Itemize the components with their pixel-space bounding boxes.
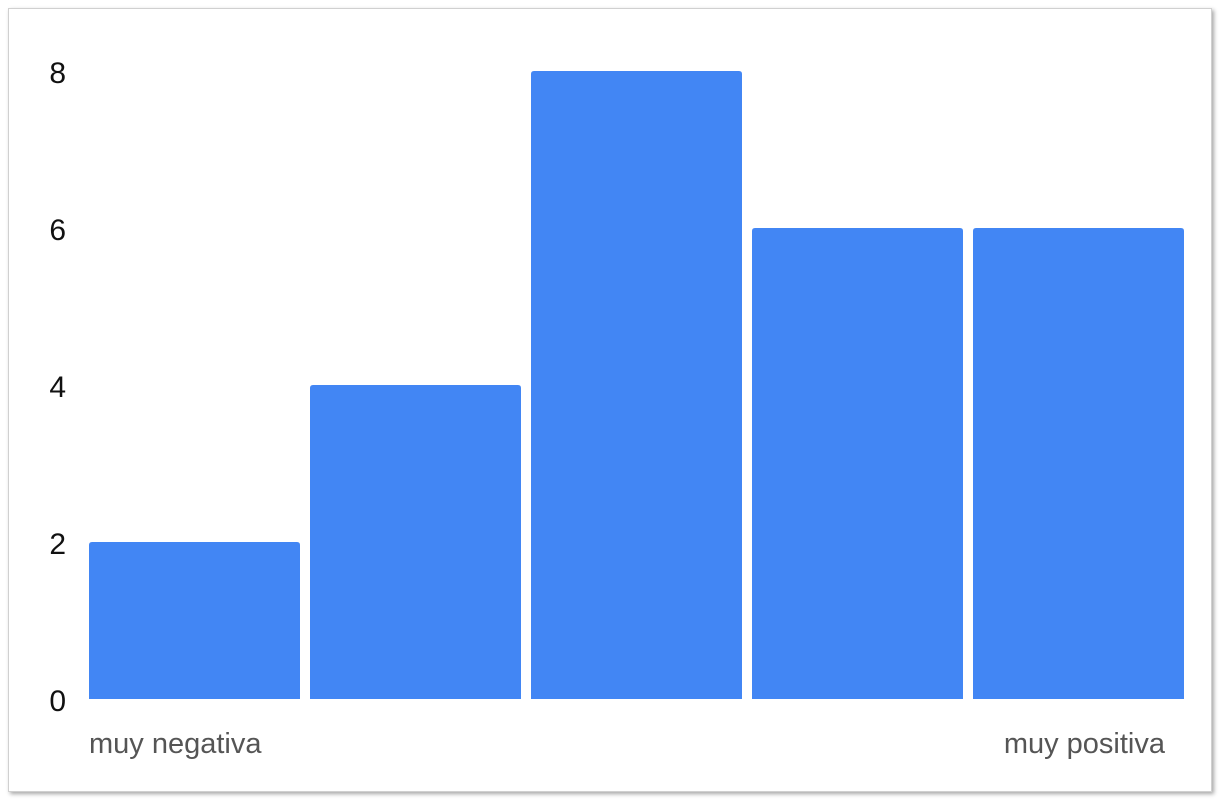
bar — [310, 385, 521, 699]
y-tick-label: 0 — [49, 685, 66, 718]
bar — [752, 228, 963, 699]
y-tick-label: 8 — [49, 57, 66, 90]
y-tick-label: 6 — [49, 214, 66, 247]
x-tick-label: muy positiva — [1004, 728, 1166, 760]
y-tick-label: 2 — [49, 528, 66, 561]
bar — [973, 228, 1184, 699]
bar — [531, 71, 742, 699]
x-tick-label: muy negativa — [89, 728, 262, 760]
y-tick-label: 4 — [49, 371, 66, 404]
bar — [89, 542, 300, 699]
